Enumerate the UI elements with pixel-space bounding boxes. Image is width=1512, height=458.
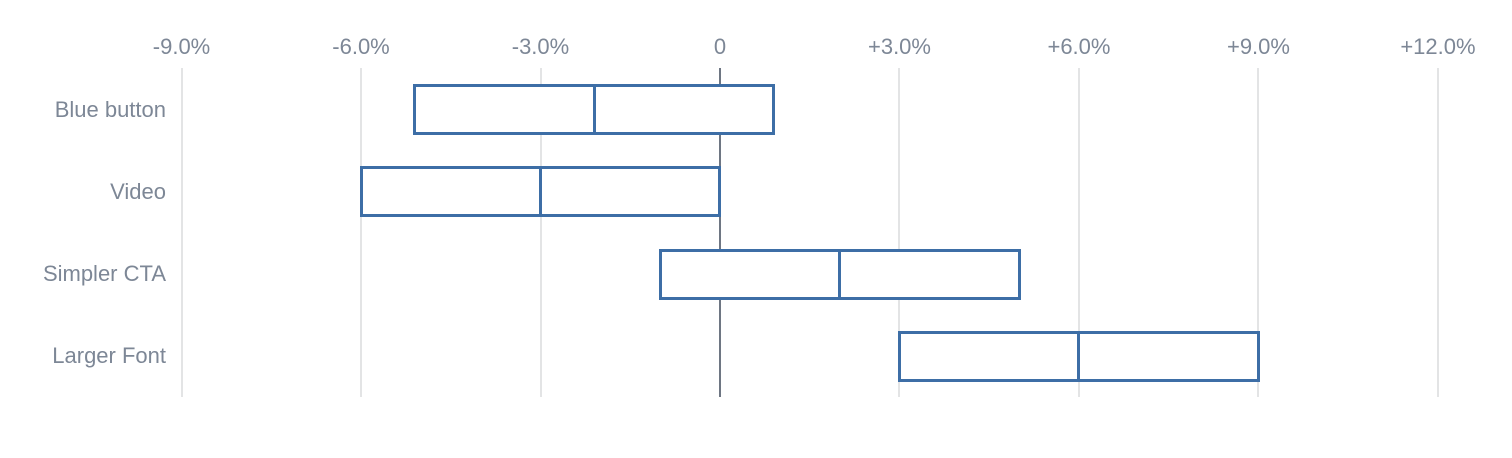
mean-divider [592, 87, 596, 132]
gridline [898, 68, 901, 397]
x-tick-label: +6.0% [1047, 34, 1111, 59]
category-label: Blue button [54, 96, 166, 122]
gridline [539, 68, 542, 397]
mean-divider [539, 169, 542, 215]
x-tick-label: -3.0% [511, 34, 570, 59]
zero-gridline [719, 68, 721, 397]
category-label: Video [110, 178, 166, 204]
range-bar [359, 166, 722, 218]
gridline [1257, 68, 1260, 397]
x-tick-label: +12.0% [1400, 34, 1476, 59]
mean-divider [1077, 333, 1081, 379]
gridline [1077, 68, 1080, 397]
x-tick-label: -9.0% [152, 34, 211, 59]
mean-divider [838, 251, 842, 297]
range-bar [897, 330, 1260, 382]
gridline [180, 68, 183, 397]
x-tick-label: +9.0% [1226, 34, 1290, 59]
range-bar [413, 84, 776, 135]
gridline [1436, 68, 1439, 397]
x-tick-label: 0 [713, 34, 727, 59]
category-label: Larger Font [52, 343, 166, 369]
x-tick-label: -6.0% [332, 34, 390, 59]
category-label: Simpler CTA [42, 261, 166, 287]
x-tick-label: +3.0% [867, 34, 931, 59]
range-bar [658, 248, 1021, 300]
gridline [360, 68, 363, 397]
